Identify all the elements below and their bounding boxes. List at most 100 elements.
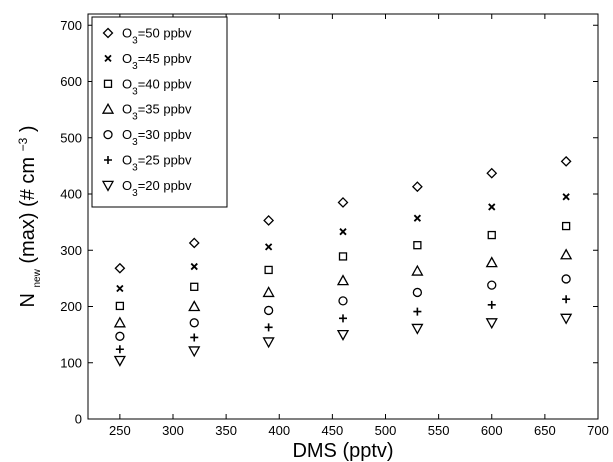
plot-area: 250 300 350 400 450 500 550 600 650 700 0 100 200 30…: [60, 13, 609, 438]
legend-marker: [103, 129, 113, 140]
x-tick-label: 350: [215, 423, 237, 438]
data-point: [487, 280, 497, 290]
x-tick-label: 600: [481, 423, 503, 438]
data-point: [413, 241, 422, 250]
data-point: [339, 228, 347, 236]
data-point: [560, 313, 573, 325]
data-point: [190, 333, 199, 342]
data-point: [561, 274, 571, 284]
data-point: [562, 295, 571, 304]
y-tick-label: 200: [60, 299, 82, 314]
legend-item: O3=50 ppbv: [102, 26, 192, 47]
data-point: [413, 214, 422, 222]
series-plus: [115, 295, 571, 354]
legend-label: O3=20 ppbv: [122, 178, 192, 199]
data-point: [264, 265, 273, 275]
data-point: [411, 181, 423, 193]
data-markers: [113, 155, 573, 367]
legend-marker: [102, 27, 114, 39]
y-axis-title: N new (max) (# cm −3 ): [16, 125, 43, 307]
legend-label: O3=30 ppbv: [122, 127, 192, 148]
y-axis-title-superscript: −3: [16, 137, 30, 151]
data-point: [413, 307, 422, 316]
data-point: [264, 243, 273, 251]
legend-item: O3=25 ppbv: [104, 153, 192, 174]
series-triangle-down: [113, 313, 573, 367]
y-tick-label: 0: [75, 412, 82, 427]
data-point: [562, 193, 570, 201]
series-x: [116, 193, 570, 293]
data-point: [412, 287, 423, 298]
y-tick-label: 500: [60, 130, 82, 145]
x-tick-label: 650: [534, 423, 556, 438]
y-tick-label: 600: [60, 74, 82, 89]
legend-label: O3=35 ppbv: [122, 102, 192, 123]
data-point: [337, 197, 349, 208]
x-tick-label: 500: [375, 423, 397, 438]
data-point: [560, 155, 572, 167]
x-axis-title: DMS (pptv): [292, 440, 393, 462]
data-point: [336, 274, 350, 286]
legend-item: O3=35 ppbv: [101, 102, 192, 123]
legend-marker: [104, 156, 112, 164]
x-tick-label: 400: [268, 423, 290, 438]
y-axis-title-end: ): [17, 125, 39, 132]
y-tick-label: 100: [60, 355, 82, 370]
y-axis-title-main: N: [17, 293, 39, 307]
data-point: [113, 355, 126, 367]
series-circle: [115, 274, 571, 341]
y-tick-label: 300: [60, 243, 82, 258]
data-point: [411, 323, 424, 335]
data-point: [115, 301, 125, 311]
data-point: [262, 337, 275, 349]
data-point: [263, 305, 274, 316]
legend-marker: [103, 79, 113, 88]
data-point: [263, 215, 275, 226]
y-axis-title-subscript: new: [32, 268, 43, 287]
data-point: [188, 300, 201, 312]
x-tick-label: 300: [162, 423, 184, 438]
y-axis-ticks: 0 100 200 300 400 500 600 700: [60, 18, 598, 427]
legend-box: [91, 16, 228, 208]
data-point: [411, 264, 424, 276]
data-point: [338, 296, 348, 306]
series-triangle-up: [113, 248, 573, 328]
x-axis-ticks: 250 300 350 400 450 500 550 600 650 700: [109, 14, 609, 438]
y-tick-label: 700: [60, 18, 82, 33]
legend-item: O3=40 ppbv: [103, 76, 192, 97]
data-point: [190, 262, 198, 271]
legend-item: O3=30 ppbv: [103, 127, 192, 148]
data-point: [339, 314, 347, 323]
legend-label: O3=45 ppbv: [122, 51, 192, 72]
x-tick-label: 250: [109, 423, 131, 438]
series-square: [115, 221, 571, 311]
data-point: [116, 284, 124, 293]
data-point: [188, 346, 201, 358]
legend: O3=50 ppbv O3=45 ppbv O3=40 ppbv O3=35 ppbv…: [91, 16, 228, 208]
data-point: [190, 282, 199, 291]
legend-marker: [104, 54, 112, 63]
data-point: [338, 252, 348, 261]
data-point: [189, 318, 199, 328]
data-point: [114, 262, 126, 274]
data-point: [560, 248, 573, 260]
data-point: [188, 237, 200, 249]
y-tick-label: 400: [60, 187, 82, 202]
x-tick-label: 700: [587, 423, 609, 438]
legend-item: O3=45 ppbv: [104, 51, 192, 72]
legend-label: O3=40 ppbv: [122, 76, 192, 97]
legend-marker: [101, 102, 115, 114]
data-point: [115, 331, 125, 341]
legend-label: O3=50 ppbv: [122, 26, 192, 47]
data-point: [485, 256, 498, 268]
x-tick-label: 450: [322, 423, 344, 438]
data-point: [115, 345, 124, 354]
series-diamond: [114, 155, 572, 274]
legend-marker: [101, 180, 115, 192]
legend-label: O3=25 ppbv: [122, 153, 192, 174]
data-point: [487, 300, 496, 309]
data-point: [262, 286, 275, 298]
y-axis-title-mid: (max) (# cm: [17, 157, 39, 264]
data-point: [486, 167, 498, 179]
